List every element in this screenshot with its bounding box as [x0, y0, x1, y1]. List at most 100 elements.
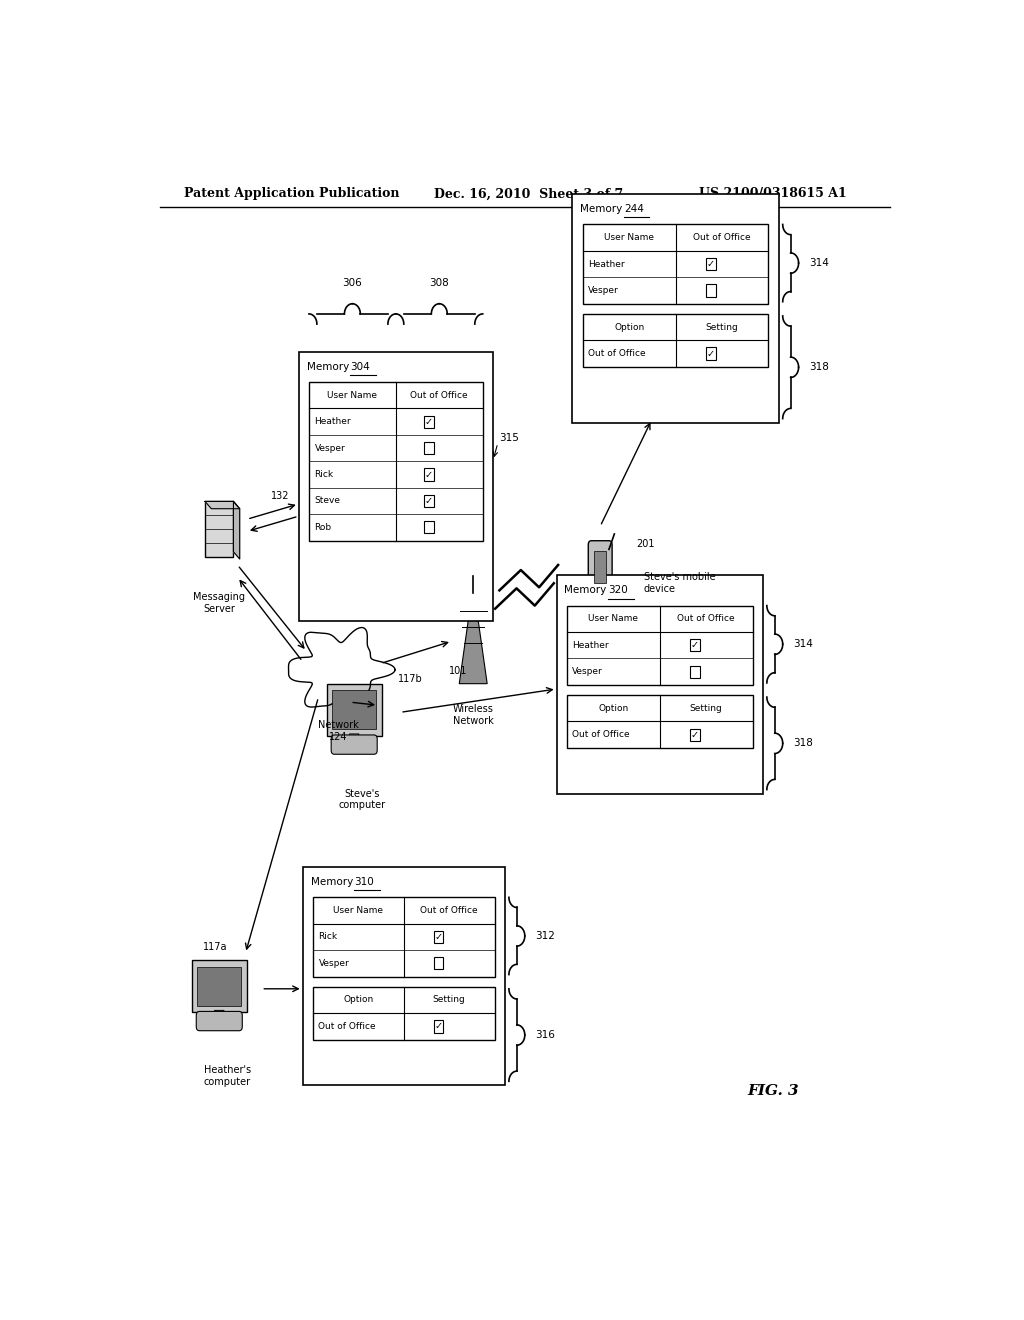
FancyBboxPatch shape [572, 194, 779, 422]
FancyBboxPatch shape [690, 729, 699, 741]
Text: Option: Option [614, 322, 644, 331]
FancyBboxPatch shape [567, 696, 753, 748]
FancyBboxPatch shape [332, 690, 377, 730]
FancyBboxPatch shape [557, 576, 763, 793]
FancyBboxPatch shape [205, 502, 233, 557]
Text: Memory: Memory [564, 585, 610, 595]
Text: User Name: User Name [604, 234, 654, 242]
FancyBboxPatch shape [433, 931, 443, 942]
FancyBboxPatch shape [433, 957, 443, 969]
Text: Steve's
computer: Steve's computer [339, 788, 386, 810]
Text: Heather: Heather [572, 640, 609, 649]
Text: Vesper: Vesper [588, 286, 620, 296]
FancyBboxPatch shape [707, 347, 716, 359]
Text: Rick: Rick [318, 932, 338, 941]
FancyBboxPatch shape [313, 987, 495, 1040]
FancyBboxPatch shape [707, 257, 716, 271]
Text: Memory: Memory [306, 362, 352, 372]
Text: Rob: Rob [314, 523, 332, 532]
Text: Memory: Memory [581, 205, 626, 214]
Polygon shape [459, 593, 487, 684]
Text: Out of Office: Out of Office [588, 348, 646, 358]
Text: US 2100/0318615 A1: US 2100/0318615 A1 [699, 187, 847, 201]
Text: User Name: User Name [588, 614, 638, 623]
Text: Out of Office: Out of Office [318, 1022, 376, 1031]
Text: Memory: Memory [310, 876, 356, 887]
Polygon shape [214, 1010, 224, 1015]
FancyBboxPatch shape [595, 550, 606, 583]
FancyBboxPatch shape [191, 960, 247, 1012]
Text: FIG. 3: FIG. 3 [748, 1085, 799, 1098]
Text: ✓: ✓ [691, 730, 699, 739]
Text: 117b: 117b [397, 673, 423, 684]
Text: Option: Option [343, 995, 374, 1005]
Text: 101: 101 [450, 665, 468, 676]
Text: ✓: ✓ [425, 417, 433, 426]
FancyBboxPatch shape [327, 684, 382, 737]
FancyBboxPatch shape [313, 898, 495, 977]
FancyBboxPatch shape [583, 224, 768, 304]
FancyBboxPatch shape [690, 665, 699, 677]
Text: ✓: ✓ [434, 932, 442, 942]
Text: Vesper: Vesper [572, 667, 603, 676]
Text: 314: 314 [793, 639, 813, 649]
Text: 314: 314 [809, 259, 828, 268]
FancyBboxPatch shape [588, 541, 612, 593]
Text: ✓: ✓ [691, 640, 699, 651]
Text: 201: 201 [636, 539, 654, 549]
Text: Rick: Rick [314, 470, 334, 479]
Polygon shape [349, 734, 359, 738]
Text: 312: 312 [536, 931, 555, 941]
Text: 306: 306 [342, 279, 362, 289]
Text: Wireless
Network: Wireless Network [453, 704, 494, 726]
Text: User Name: User Name [334, 906, 383, 915]
Text: Network
124: Network 124 [317, 721, 358, 742]
Text: 316: 316 [536, 1030, 555, 1040]
FancyBboxPatch shape [567, 606, 753, 685]
Text: 318: 318 [809, 362, 828, 372]
Text: ✓: ✓ [425, 496, 433, 506]
Text: 308: 308 [429, 279, 450, 289]
FancyBboxPatch shape [331, 735, 377, 754]
Text: Out of Office: Out of Office [572, 730, 630, 739]
Text: 304: 304 [350, 362, 370, 372]
Text: 117a: 117a [204, 942, 228, 952]
Text: 318: 318 [793, 738, 813, 748]
Text: 244: 244 [624, 205, 644, 214]
Polygon shape [289, 627, 395, 711]
Text: ✓: ✓ [707, 259, 715, 269]
FancyBboxPatch shape [424, 495, 433, 507]
FancyBboxPatch shape [424, 442, 433, 454]
Text: Out of Office: Out of Office [421, 906, 478, 915]
Text: Messaging
Server: Messaging Server [194, 593, 246, 614]
Text: Vesper: Vesper [314, 444, 345, 453]
Text: 315: 315 [500, 433, 519, 444]
FancyBboxPatch shape [424, 469, 433, 480]
Text: Option: Option [598, 704, 629, 713]
Text: Steve's mobile
device: Steve's mobile device [644, 572, 716, 594]
Text: Dec. 16, 2010  Sheet 3 of 7: Dec. 16, 2010 Sheet 3 of 7 [433, 187, 623, 201]
Text: Heather: Heather [314, 417, 351, 426]
Text: ✓: ✓ [707, 348, 715, 359]
Text: Setting: Setting [690, 704, 723, 713]
FancyBboxPatch shape [433, 1020, 443, 1032]
FancyBboxPatch shape [424, 521, 433, 533]
FancyBboxPatch shape [299, 351, 494, 620]
Text: Vesper: Vesper [318, 958, 349, 968]
Text: Out of Office: Out of Office [677, 614, 735, 623]
Text: User Name: User Name [328, 391, 378, 400]
Text: 320: 320 [608, 585, 628, 595]
Text: Heather: Heather [588, 260, 625, 268]
FancyBboxPatch shape [197, 966, 242, 1006]
Text: 132: 132 [270, 491, 290, 500]
Polygon shape [205, 502, 240, 508]
Text: 310: 310 [354, 876, 374, 887]
Text: ✓: ✓ [425, 470, 433, 479]
Text: Patent Application Publication: Patent Application Publication [183, 187, 399, 201]
FancyBboxPatch shape [303, 867, 505, 1085]
FancyBboxPatch shape [309, 381, 482, 541]
Text: Heather's
computer: Heather's computer [204, 1065, 251, 1086]
Text: Steve: Steve [314, 496, 341, 506]
FancyBboxPatch shape [424, 416, 433, 428]
Text: Out of Office: Out of Office [693, 234, 751, 242]
